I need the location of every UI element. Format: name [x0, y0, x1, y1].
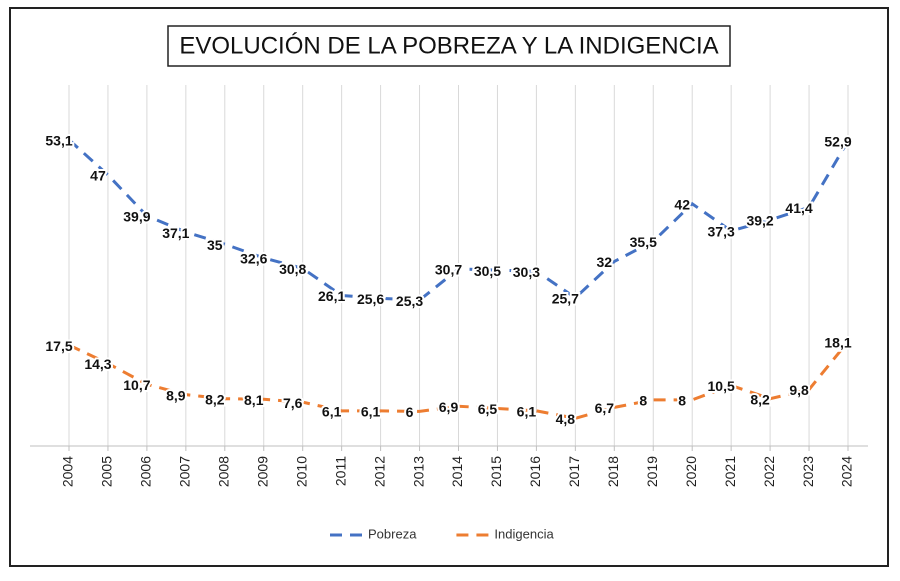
data-label: 30,7 [435, 262, 462, 278]
x-tick-label: 2021 [722, 456, 738, 487]
x-tick-label: 2005 [99, 456, 115, 487]
x-tick-label: 2014 [449, 456, 465, 487]
x-tick-label: 2017 [566, 456, 582, 487]
data-label: 32,6 [240, 251, 267, 267]
series-line [67, 138, 850, 302]
data-label: 8 [639, 393, 647, 409]
data-label: 39,9 [123, 209, 150, 225]
data-label: 14,3 [84, 356, 111, 372]
x-tick-label: 2006 [138, 456, 154, 487]
data-label: 6,1 [322, 404, 342, 420]
data-label: 9,8 [789, 382, 809, 398]
x-tick-label: 2011 [332, 456, 348, 486]
data-label: 6,5 [478, 401, 498, 417]
x-tick-label: 2020 [683, 456, 699, 487]
data-label: 25,7 [552, 290, 579, 306]
data-label: 39,2 [746, 213, 773, 229]
title-box [167, 25, 731, 67]
series-line [68, 340, 850, 420]
data-label: 18,1 [824, 334, 851, 350]
data-label: 6 [406, 404, 414, 420]
data-label: 25,6 [357, 291, 384, 307]
x-tick-label: 2019 [644, 456, 660, 487]
data-label: 8 [678, 393, 686, 409]
x-tick-label: 2010 [293, 456, 309, 487]
data-label: 25,3 [396, 293, 423, 309]
x-tick-label: 2016 [527, 456, 543, 487]
data-label: 35,5 [630, 234, 657, 250]
x-tick-label: 2013 [410, 456, 426, 487]
legend-label: Pobreza [368, 526, 417, 541]
x-tick-label: 2022 [761, 456, 777, 487]
x-tick-label: 2012 [371, 456, 387, 487]
data-label: 30,8 [279, 261, 306, 277]
data-label: 30,3 [513, 264, 540, 280]
x-tick-label: 2008 [216, 456, 232, 487]
data-label: 8,2 [205, 391, 225, 407]
data-label: 6,1 [517, 404, 537, 420]
data-label: 35 [207, 237, 223, 253]
legend-label: Indigencia [494, 526, 554, 541]
data-label: 53,1 [45, 132, 72, 148]
data-label: 41,4 [785, 200, 812, 216]
data-label: 8,2 [750, 391, 770, 407]
data-label: 8,1 [244, 392, 264, 408]
data-label: 37,1 [162, 225, 189, 241]
data-label: 42 [674, 197, 690, 213]
data-label: 6,9 [439, 399, 459, 415]
data-label: 32 [597, 254, 613, 270]
data-label: 52,9 [824, 134, 851, 150]
data-label: 47 [90, 168, 106, 184]
x-tick-label: 2023 [800, 456, 816, 487]
data-label: 6,7 [595, 400, 615, 416]
data-label: 10,5 [708, 378, 735, 394]
x-tick-label: 2009 [254, 456, 270, 487]
data-label: 37,3 [708, 224, 735, 240]
data-label: 17,5 [45, 338, 72, 354]
x-tick-label: 2018 [605, 456, 621, 487]
x-tick-label: 2007 [177, 456, 193, 487]
data-label: 30,5 [474, 263, 501, 279]
chart-title: EVOLUCIÓN DE LA POBREZA Y LA INDIGENCIA [179, 32, 718, 59]
data-label: 26,1 [318, 288, 345, 304]
data-label: 7,6 [283, 395, 303, 411]
data-label: 6,1 [361, 404, 381, 420]
x-tick-label: 2024 [839, 456, 855, 487]
data-label: 4,8 [556, 411, 576, 427]
x-tick-label: 2004 [60, 456, 76, 487]
chart-frame [9, 7, 889, 567]
data-label: 10,7 [123, 377, 150, 393]
data-label: 8,9 [166, 387, 186, 403]
x-tick-label: 2015 [488, 456, 504, 487]
